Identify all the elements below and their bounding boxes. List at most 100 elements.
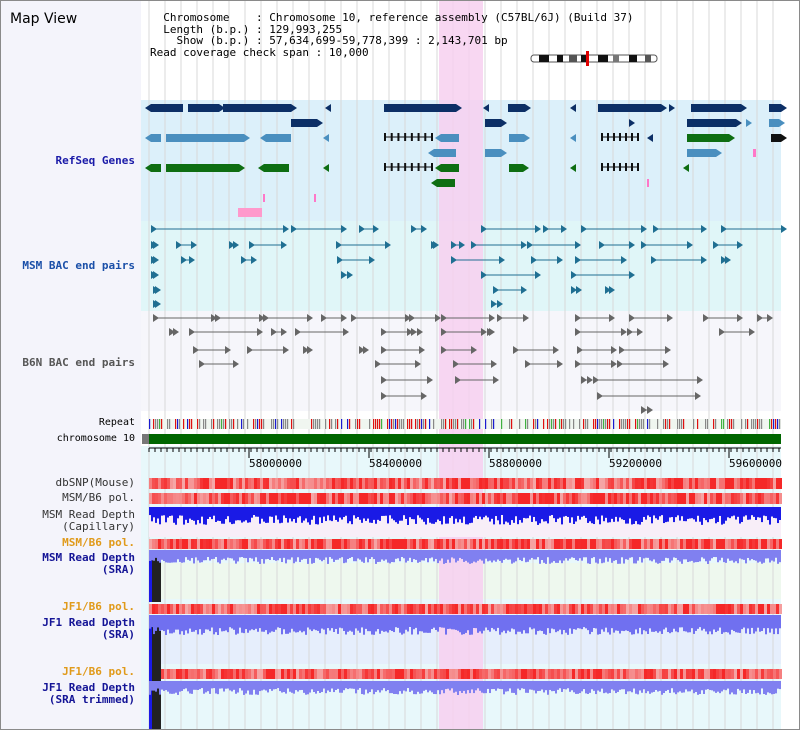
gene-feature[interactable] bbox=[687, 149, 722, 157]
bac-end-pair[interactable] bbox=[487, 328, 495, 336]
bac-end-pair[interactable] bbox=[441, 328, 487, 336]
bac-end-pair[interactable] bbox=[359, 225, 379, 233]
gene-feature[interactable] bbox=[188, 104, 225, 112]
bac-end-pair[interactable] bbox=[199, 360, 239, 368]
bac-end-pair[interactable] bbox=[471, 241, 527, 249]
gene-feature[interactable] bbox=[291, 119, 323, 127]
bac-end-pair[interactable] bbox=[291, 225, 347, 233]
bac-end-pair[interactable] bbox=[229, 241, 239, 249]
msm-depth-sra-track[interactable] bbox=[149, 550, 781, 564]
gene-feature[interactable] bbox=[485, 119, 507, 127]
bac-end-pair[interactable] bbox=[575, 328, 627, 336]
gene-feature[interactable] bbox=[691, 104, 747, 112]
bac-end-pair[interactable] bbox=[513, 346, 559, 354]
bac-end-pair[interactable] bbox=[525, 360, 563, 368]
gene-feature[interactable] bbox=[145, 104, 183, 112]
bac-end-pair[interactable] bbox=[497, 314, 529, 322]
bac-end-pair[interactable] bbox=[641, 406, 653, 414]
bac-end-pair[interactable] bbox=[451, 256, 505, 264]
bac-end-pair[interactable] bbox=[593, 376, 703, 384]
bac-end-pair[interactable] bbox=[381, 392, 427, 400]
bac-end-pair[interactable] bbox=[721, 225, 787, 233]
bac-end-pair[interactable] bbox=[181, 256, 195, 264]
bac-end-pair[interactable] bbox=[581, 225, 647, 233]
bac-end-pair[interactable] bbox=[597, 392, 701, 400]
bac-end-pair[interactable] bbox=[577, 346, 617, 354]
gene-feature[interactable] bbox=[260, 134, 291, 142]
bac-end-pair[interactable] bbox=[571, 271, 635, 279]
bac-end-pair[interactable] bbox=[627, 328, 643, 336]
bac-end-pair[interactable] bbox=[451, 241, 465, 249]
gene-feature[interactable] bbox=[145, 164, 161, 172]
msm-depth-capillary-track[interactable] bbox=[149, 507, 781, 525]
bac-end-pair[interactable] bbox=[703, 314, 743, 322]
bac-end-pair[interactable] bbox=[215, 314, 265, 322]
bac-end-pair[interactable] bbox=[651, 256, 707, 264]
dbsnp-track[interactable] bbox=[149, 478, 782, 489]
gene-feature[interactable] bbox=[508, 104, 531, 112]
gene-feature[interactable] bbox=[384, 133, 433, 141]
bac-end-pair[interactable] bbox=[481, 271, 541, 279]
bac-end-pair[interactable] bbox=[619, 346, 671, 354]
gene-feature[interactable] bbox=[687, 119, 742, 127]
bac-end-pair[interactable] bbox=[721, 256, 731, 264]
bac-end-pair[interactable] bbox=[481, 225, 541, 233]
bac-end-pair[interactable] bbox=[295, 328, 349, 336]
bac-end-pair[interactable] bbox=[605, 286, 615, 294]
gene-feature[interactable] bbox=[769, 119, 785, 127]
bac-end-pair[interactable] bbox=[336, 241, 391, 249]
bac-end-pair[interactable] bbox=[375, 360, 421, 368]
bac-end-pair[interactable] bbox=[151, 271, 159, 279]
bac-end-pair[interactable] bbox=[351, 314, 411, 322]
gene-feature[interactable] bbox=[166, 164, 245, 172]
gene-feature[interactable] bbox=[687, 134, 735, 142]
bac-end-pair[interactable] bbox=[599, 241, 635, 249]
bac-end-pair[interactable] bbox=[263, 314, 313, 322]
bac-end-pair[interactable] bbox=[575, 360, 617, 368]
bac-end-pair[interactable] bbox=[409, 314, 441, 322]
bac-end-pair[interactable] bbox=[337, 256, 375, 264]
bac-end-pair[interactable] bbox=[493, 286, 527, 294]
gene-feature[interactable] bbox=[601, 163, 639, 171]
bac-end-pair[interactable] bbox=[189, 328, 263, 336]
bac-end-pair[interactable] bbox=[151, 225, 289, 233]
bac-end-pair[interactable] bbox=[617, 360, 669, 368]
gene-feature[interactable] bbox=[384, 163, 433, 171]
bac-end-pair[interactable] bbox=[455, 376, 499, 384]
chromosome-bar[interactable] bbox=[149, 434, 781, 444]
bac-end-pair[interactable] bbox=[271, 328, 287, 336]
gene-feature[interactable] bbox=[435, 134, 459, 142]
jf1-depth-sra-track[interactable] bbox=[149, 615, 781, 635]
gene-feature[interactable] bbox=[223, 104, 297, 112]
gene-feature[interactable] bbox=[601, 133, 639, 141]
bac-end-pair[interactable] bbox=[381, 328, 413, 336]
bac-end-pair[interactable] bbox=[151, 241, 159, 249]
bac-end-pair[interactable] bbox=[151, 256, 159, 264]
bac-end-pair[interactable] bbox=[531, 256, 563, 264]
gene-feature[interactable] bbox=[509, 164, 529, 172]
bac-end-pair[interactable] bbox=[153, 286, 161, 294]
bac-end-pair[interactable] bbox=[153, 300, 161, 308]
bac-end-pair[interactable] bbox=[571, 286, 582, 294]
gene-feature[interactable] bbox=[145, 134, 161, 142]
jf1-pol-track[interactable] bbox=[149, 604, 782, 614]
msm-pol-track[interactable] bbox=[149, 493, 782, 504]
bac-end-pair[interactable] bbox=[359, 346, 369, 354]
repeat-track[interactable] bbox=[149, 419, 781, 429]
gene-feature[interactable] bbox=[435, 164, 459, 172]
bac-end-pair[interactable] bbox=[193, 346, 231, 354]
bac-end-pair[interactable] bbox=[241, 256, 257, 264]
gene-feature[interactable] bbox=[428, 149, 456, 157]
gene-feature[interactable] bbox=[166, 134, 250, 142]
bac-end-pair[interactable] bbox=[757, 314, 773, 322]
jf1-depth-trim-track[interactable] bbox=[149, 681, 781, 695]
bac-end-pair[interactable] bbox=[411, 225, 427, 233]
bac-end-pair[interactable] bbox=[303, 346, 313, 354]
gene-feature[interactable] bbox=[485, 149, 507, 157]
gene-feature[interactable] bbox=[771, 134, 787, 142]
bac-end-pair[interactable] bbox=[543, 225, 567, 233]
gene-feature[interactable] bbox=[598, 104, 667, 112]
jf1-pol-track-2[interactable] bbox=[149, 669, 782, 679]
bac-end-pair[interactable] bbox=[431, 241, 439, 249]
